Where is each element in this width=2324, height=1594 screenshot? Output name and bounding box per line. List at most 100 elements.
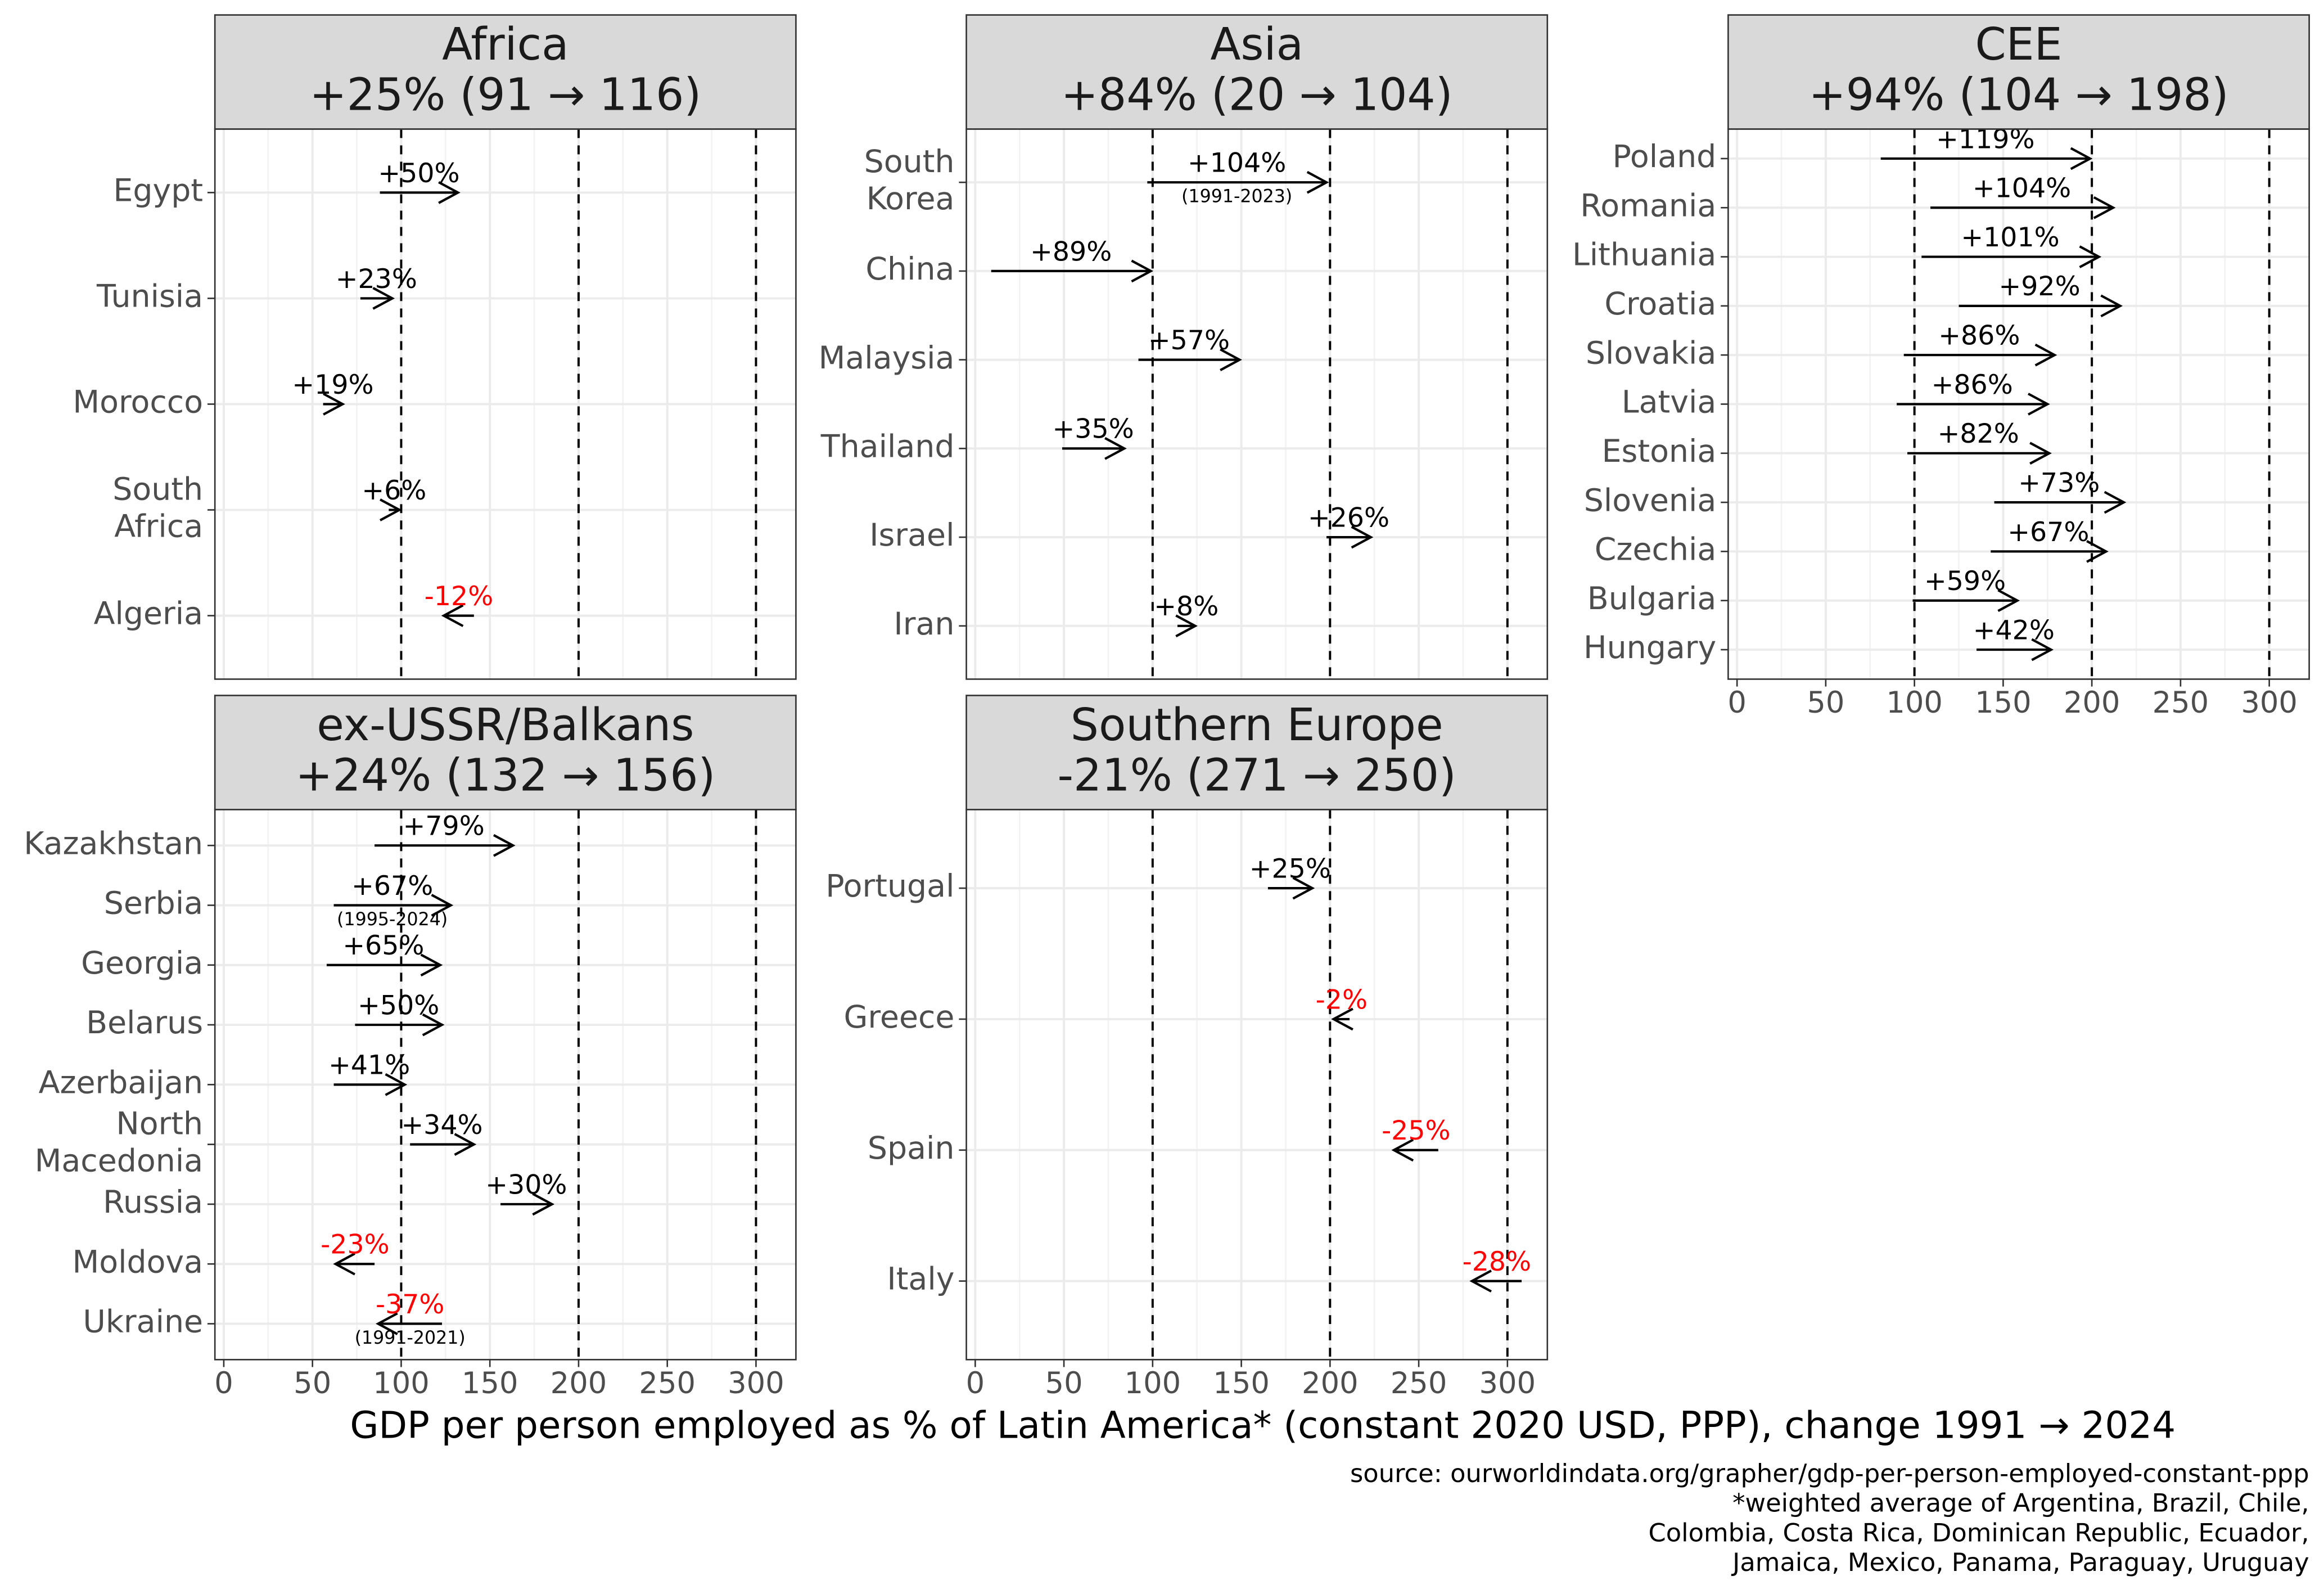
change-label: -2% [1316,984,1368,1015]
x-tick-label: 150 [1213,1366,1270,1401]
x-tick-label: 0 [214,1366,233,1401]
panel-title: Africa [442,19,569,70]
arrow [1391,1138,1438,1162]
change-label: +92% [1998,271,2080,302]
x-tick-label: 200 [1302,1366,1359,1401]
category-label: Latvia [1622,385,1717,421]
category-label: Estonia [1602,434,1717,470]
arrow [355,1013,445,1037]
arrow [1994,490,2127,514]
category-label: Thailand [820,429,955,465]
change-label: +89% [1030,236,1112,267]
footnote: *weighted average of Argentina, Brazil, … [1732,1488,2309,1518]
panel-border [965,809,1549,1361]
arrow [1331,1007,1353,1031]
panel-bg [966,129,1547,679]
change-label: -12% [425,581,494,612]
change-label: +25% [1249,853,1331,884]
change-label: +41% [328,1050,410,1081]
arrow [1959,294,2123,318]
x-tick-label: 150 [1975,686,2032,720]
panel-subtitle: -21% (271 → 250) [1057,750,1456,801]
category-label: Israel [869,517,954,553]
change-label: +34% [401,1110,482,1141]
strip [965,695,1549,810]
category-label: Croatia [1604,286,1716,322]
period-note: (1995-2024) [337,909,448,930]
x-tick-label: 50 [294,1366,331,1401]
x-tick-label: 50 [1045,1366,1083,1401]
arrow [991,259,1154,283]
change-label: +8% [1154,591,1219,622]
category-label: Morocco [73,385,203,421]
arrow [1976,638,2054,661]
category-label: North Macedonia [35,1106,204,1179]
change-label: -28% [1463,1246,1532,1277]
category-label: Serbia [104,886,203,922]
panel-border [1727,128,2310,680]
change-label: +86% [1932,370,2013,400]
source: source: ourworldindata.org/grapher/gdp-p… [1350,1458,2309,1488]
arrow [1326,525,1374,549]
category-label: Romania [1580,188,1716,224]
arrow [380,181,461,204]
arrow [1147,170,1329,194]
x-tick-label: 200 [550,1366,607,1401]
x-tick-label: 300 [1479,1366,1536,1401]
category-label: Kazakhstan [24,826,203,862]
x-tick-label: 200 [2064,686,2120,720]
period-note: (1991-2023) [1181,187,1292,207]
change-label: +79% [403,811,485,842]
panel-border [965,128,1549,680]
arrow [380,498,402,521]
category-label: China [865,251,954,287]
change-label: +65% [342,930,424,961]
category-label: Iran [894,606,954,642]
panel-title: Asia [1210,19,1303,70]
category-label: Azerbaijan [39,1065,204,1101]
category-label: Spain [868,1131,955,1167]
arrow [1903,343,2057,367]
change-label: +101% [1961,222,2059,253]
arrow [1912,589,2020,613]
category-label: Bulgaria [1587,581,1717,617]
x-tick-label: 0 [966,1366,985,1401]
x-tick-label: 150 [462,1366,518,1401]
change-label: +104% [1188,148,1286,179]
change-label: +59% [1924,566,2006,597]
strip [214,14,797,130]
panel-subtitle: +84% (20 → 104) [1061,69,1453,121]
footnote: Colombia, Costa Rica, Dominican Republic… [1648,1518,2309,1547]
arrow [441,604,474,627]
category-label: South Africa [112,472,203,545]
panel-title: ex-USSR/Balkans [317,699,694,751]
change-label: -25% [1382,1115,1451,1146]
change-label: +73% [2018,467,2100,498]
change-label: +42% [1973,615,2055,646]
x-tick-label: 250 [639,1366,696,1401]
category-label: Tunisia [96,279,203,315]
change-label: +82% [1938,418,2019,449]
arrow [333,1252,375,1276]
panel-title: CEE [1975,19,2062,70]
category-label: Slovenia [1584,483,1717,519]
panel-bg [966,809,1547,1360]
change-label: -37% [376,1289,445,1320]
axis-title: GDP per person employed as % of Latin Am… [350,1404,2176,1447]
period-note: (1991-2021) [355,1328,466,1348]
change-label: +30% [485,1169,567,1200]
change-label: +6% [362,475,426,506]
arrow [500,1192,555,1216]
category-label: Belarus [86,1005,203,1041]
arrow [1921,245,2102,268]
panel-border [214,128,797,680]
category-label: Hungary [1583,630,1716,666]
arrow [333,894,454,917]
change-label: -23% [321,1230,390,1260]
panel-title: Southern Europe [1071,699,1443,751]
arrow [376,1312,443,1335]
panel-border [214,809,797,1361]
change-label: +57% [1148,325,1230,356]
x-tick-label: 300 [728,1366,784,1401]
arrow [410,1133,477,1156]
